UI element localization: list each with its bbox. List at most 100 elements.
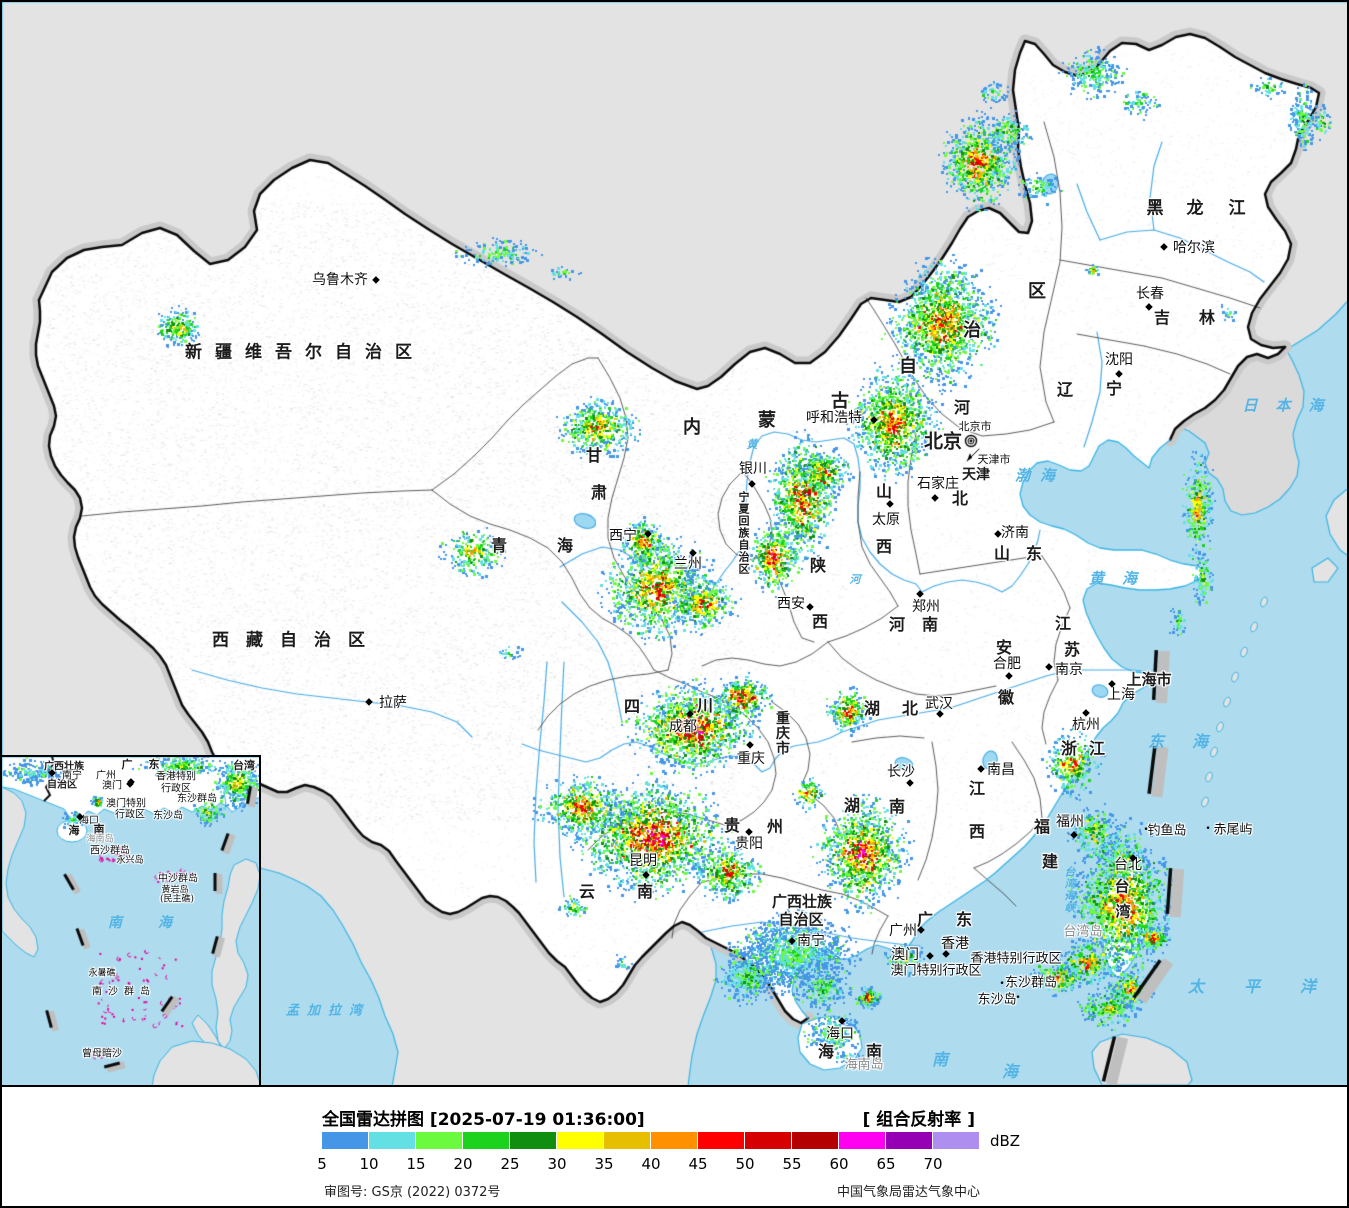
city-marker-icon: ◆ [748, 478, 756, 490]
city-marker-icon: ◆ [1070, 829, 1078, 841]
province-label: 南 [865, 1042, 883, 1061]
city-marker-icon: ◆ [644, 528, 652, 540]
sea-label: 渤海 [1014, 466, 1066, 485]
colorbar-segment [416, 1132, 463, 1149]
place-label: 长沙 [887, 764, 915, 780]
place-label: 台湾岛 [1063, 924, 1103, 940]
province-label: 山 [875, 482, 893, 501]
province-label: 海 [556, 536, 574, 555]
place-label: 乌鲁木齐 [312, 272, 368, 288]
colorbar-tick-label: 5 [317, 1155, 327, 1173]
colorbar-segment [604, 1132, 651, 1149]
place-label: 香港 [941, 936, 969, 952]
province-label: 东 [1025, 544, 1043, 563]
china-radar-map: 新疆维吾尔自治区 西藏自治区青海甘肃宁夏回族自治区内蒙古自治区陕西山西河北山东河南… [2, 2, 1347, 1085]
island-marker-icon: • [1205, 824, 1211, 834]
legend-panel: 全国雷达拼图 [2025-07-19 01:36:00] [ 组合反射率 ] d… [2, 1085, 1347, 1206]
province-label: 龙 [1186, 198, 1204, 219]
unit-label: dBZ [990, 1132, 1021, 1150]
place-label: 杭州 [1072, 717, 1100, 733]
place-label: 哈尔滨 [1173, 240, 1215, 256]
province-label: 江 [1088, 739, 1106, 758]
city-marker-icon: ◆ [1129, 852, 1137, 864]
province-label: 台 [1114, 877, 1130, 896]
province-label: 蒙 [758, 410, 776, 431]
province-label: 宁 [1105, 379, 1123, 398]
sea-label: 河 [849, 573, 861, 586]
place-label: 赤尾屿 [1213, 822, 1253, 838]
place-label: 太原 [872, 512, 900, 528]
inset-province-label: 东 [148, 758, 160, 771]
place-label: 济南 [1001, 525, 1029, 541]
colorbar-tick-label: 15 [406, 1155, 426, 1173]
colorbar-segment [463, 1132, 510, 1149]
province-label: 江 [1228, 198, 1246, 219]
city-marker-icon: ◆ [926, 950, 934, 962]
place-label: 钓鱼岛 [1147, 823, 1187, 839]
place-label: 银川 [739, 461, 767, 477]
sea-label: 海 [1001, 1062, 1019, 1081]
province-label: 古 [831, 391, 849, 412]
inset-place-label: (民主礁) [159, 894, 195, 905]
inset-province-label: 自治区 [47, 779, 77, 791]
inset-city-marker-icon: ◆ [48, 767, 56, 779]
reflectivity-colorbar [322, 1132, 980, 1149]
place-label: 广州 [889, 923, 917, 939]
place-label: 澳门 [891, 947, 919, 963]
inset-place-label: 广州 [96, 770, 116, 782]
inset-map-canvas [2, 757, 259, 1085]
province-label: 四 [623, 697, 641, 716]
province-label: 苏 [1063, 640, 1081, 659]
island-marker-icon: • [999, 979, 1005, 989]
place-label: 东沙岛 [977, 992, 1017, 1008]
province-label: 西藏自治区 [212, 630, 382, 651]
city-marker-icon: ◆ [1108, 678, 1116, 690]
inset-place-label: 澳门特别 [106, 798, 146, 810]
inset-place-label: 曾母暗沙 [82, 1048, 122, 1060]
colorbar-segment [510, 1132, 557, 1149]
place-label: 上海 [1107, 687, 1135, 703]
province-label: 海 [817, 1042, 835, 1061]
inset-place-label: 东沙岛 [153, 810, 183, 822]
inset-province-label: 台湾 [233, 759, 255, 772]
city-marker-icon: ◆ [689, 547, 697, 559]
city-marker-icon: ◆ [906, 777, 914, 789]
sea-label: 南 [931, 1050, 949, 1069]
province-label: 川 [696, 696, 714, 715]
province-label: 南 [921, 615, 939, 634]
place-label: 南京 [1055, 662, 1083, 678]
city-marker-icon: ◆ [1115, 368, 1123, 380]
province-label: 徽 [997, 688, 1015, 707]
city-marker-icon: ◆ [686, 708, 694, 720]
place-label: 呼和浩特 [806, 410, 862, 426]
inset-city-marker-icon: ◆ [127, 776, 135, 788]
colorbar-tick-label: 45 [688, 1155, 708, 1173]
province-label: 陕 [809, 556, 827, 575]
inset-sea-label: 南 [108, 915, 122, 931]
province-label: 安 [995, 638, 1013, 657]
colorbar-segment [651, 1132, 698, 1149]
sea-label: 孟加拉湾 [285, 1003, 371, 1019]
province-label: 自治区 [778, 910, 824, 929]
colorbar-tick-label: 10 [359, 1155, 379, 1173]
inset-place-label: 西沙群岛 [90, 845, 130, 857]
colorbar-tick-label: 55 [782, 1155, 802, 1173]
inset-place-label: 中沙群岛 [158, 873, 198, 885]
province-label: 山 [993, 544, 1011, 563]
inset-province-label: 广 [121, 758, 133, 771]
province-label: 云 [578, 882, 596, 901]
colorbar-tick-label: 25 [500, 1155, 520, 1173]
province-label: 西 [875, 537, 893, 556]
place-label: 贵阳 [735, 836, 763, 852]
province-label: 建 [1041, 852, 1059, 871]
colorbar-segment [886, 1132, 933, 1149]
province-label: 辽 [1056, 380, 1074, 399]
province-label: 黑 [1146, 198, 1164, 219]
province-label: 北 [951, 489, 969, 508]
province-label: 南 [888, 797, 906, 816]
island-marker-icon: • [1143, 825, 1149, 835]
place-label: 南昌 [987, 762, 1015, 778]
province-label: 河 [953, 398, 971, 417]
inset-place-label: 海口 [79, 815, 99, 827]
